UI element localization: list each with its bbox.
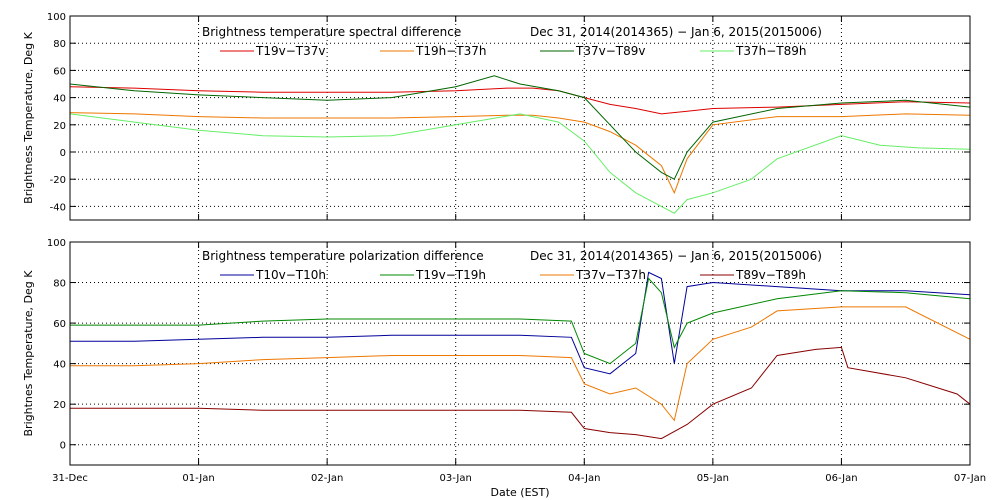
- y-axis-title: Brightness Temperature, Deg K: [22, 31, 35, 203]
- y-tick-label: -40: [50, 202, 66, 213]
- y-tick-label: 40: [53, 94, 66, 105]
- x-tick-label: 04-Jan: [568, 473, 600, 484]
- y-tick-label: 40: [53, 360, 66, 371]
- series-line-3: [70, 306, 971, 422]
- x-tick-label: 02-Jan: [311, 473, 343, 484]
- y-tick-label: -20: [50, 175, 66, 186]
- y-axis-title: Brightnes Temperature, Deg K: [22, 270, 35, 437]
- y-tick-label: 20: [53, 121, 66, 132]
- legend-label: T19v−T37v: [255, 44, 325, 58]
- legend-label: T37v−T37h: [575, 268, 646, 282]
- legend-label: T37v−T89v: [575, 44, 645, 58]
- y-tick-label: 80: [53, 279, 66, 290]
- series-line-2: [69, 112, 971, 195]
- y-tick-label: 80: [53, 39, 66, 50]
- x-tick-label: 07-Jan: [954, 473, 986, 484]
- x-tick-label: 03-Jan: [440, 473, 472, 484]
- date-range: Dec 31, 2014(2014365) − Jan 6, 2015(2015…: [530, 249, 822, 263]
- legend-label: T19h−T37h: [415, 44, 486, 58]
- x-axis-title: Date (EST): [490, 486, 549, 499]
- y-tick-label: 0: [60, 148, 66, 159]
- x-tick-label: 06-Jan: [825, 473, 857, 484]
- legend-label: T19v−T19h: [415, 268, 486, 282]
- x-tick-label: 31-Dec: [52, 473, 88, 484]
- panel-2: 0 20 40 60 80 100 31-Dec 01-Jan 02-Jan 03-Jan 04-J…: [22, 238, 986, 499]
- panel-1: -40 -20 0 20 40 60 80 100 Brightness Temperature…: [22, 12, 971, 221]
- legend-label: T89v−T89h: [735, 268, 806, 282]
- plot-frame: [69, 241, 971, 466]
- y-tick-label: 100: [47, 12, 66, 23]
- series-line-1: [70, 271, 971, 375]
- y-tick-label: 100: [47, 238, 66, 249]
- panel-title: Brightness temperature polarization diff…: [202, 249, 484, 263]
- panel-title: Brightness temperature spectral differen…: [202, 25, 461, 39]
- x-tick-label: 01-Jan: [182, 473, 214, 484]
- date-range: Dec 31, 2014(2014365) − Jan 6, 2015(2015…: [530, 25, 822, 39]
- y-tick-label: 0: [60, 441, 66, 452]
- plot-frame: [69, 15, 971, 221]
- y-tick-label: 60: [53, 319, 66, 330]
- legend-label: T10v−T10h: [255, 268, 326, 282]
- series-line-3: [69, 75, 971, 180]
- y-tick-label: 20: [53, 400, 66, 411]
- series-line-2: [70, 277, 971, 365]
- x-tick-label: 05-Jan: [697, 473, 729, 484]
- y-tick-label: 60: [53, 66, 66, 77]
- series-line-1: [69, 86, 971, 115]
- legend-label: T37h−T89h: [735, 44, 806, 58]
- series-line-4: [69, 113, 971, 214]
- series-line-4: [70, 346, 971, 440]
